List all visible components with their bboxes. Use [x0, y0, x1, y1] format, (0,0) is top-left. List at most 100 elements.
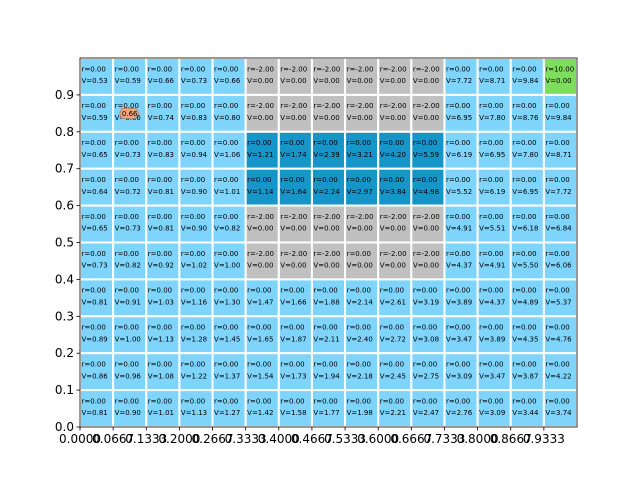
cell-reward-label: r=-2.00	[280, 213, 307, 221]
grid-cell: r=-2.00 V=0.00	[277, 241, 313, 281]
cell-reward-label: r=0.00	[148, 324, 172, 332]
cell-reward-label: r=0.00	[512, 397, 536, 405]
cell-reward-label: r=0.00	[247, 176, 271, 184]
cell-value-label: V=1.22	[181, 372, 207, 380]
x-tick-label: 0.4000	[258, 432, 300, 446]
grid-cell: r=-2.00 V=0.00	[344, 57, 380, 96]
grid-cell: r=0.00 V=0.80	[211, 93, 247, 133]
cell-value-label: V=1.64	[280, 188, 307, 196]
cell-rect	[410, 278, 446, 318]
cell-reward-label: r=0.00	[446, 65, 470, 73]
cell-reward-label: r=0.00	[115, 397, 139, 405]
cell-rect	[344, 130, 380, 170]
cell-value-label: V=0.00	[347, 225, 373, 233]
x-tick-label: 0.2000	[158, 432, 200, 446]
cell-reward-label: r=0.00	[512, 250, 536, 258]
grid-cell: r=0.00 V=6.95	[509, 167, 545, 207]
cell-value-label: V=2.76	[446, 409, 473, 417]
grid-cell: r=0.00 V=0.81	[145, 167, 181, 207]
grid-cell: r=0.00 V=5.37	[542, 278, 578, 318]
grid-cell: r=0.00 V=1.08	[145, 352, 181, 392]
cell-reward-label: r=-2.00	[347, 213, 374, 221]
cell-reward-label: r=0.00	[512, 287, 536, 295]
cell-value-label: V=0.64	[82, 188, 109, 196]
cell-rect	[211, 167, 247, 207]
cell-reward-label: r=0.00	[115, 250, 139, 258]
cell-value-label: V=0.00	[247, 262, 273, 270]
grid-cell: r=0.00 V=0.81	[79, 389, 115, 429]
cell-value-label: V=0.59	[115, 77, 141, 85]
cell-value-label: V=0.00	[280, 262, 306, 270]
cell-reward-label: r=-2.00	[313, 65, 340, 73]
grid-cell: r=0.00 V=3.44	[509, 389, 545, 429]
cell-value-label: V=0.82	[214, 225, 240, 233]
cell-rect	[145, 167, 181, 207]
cell-reward-label: r=0.00	[115, 102, 139, 110]
cell-reward-label: r=0.00	[214, 213, 238, 221]
grid-cell: r=0.00 V=1.47	[244, 278, 280, 318]
cell-reward-label: r=0.00	[446, 360, 470, 368]
cell-reward-label: r=0.00	[82, 213, 106, 221]
cell-rect	[344, 278, 380, 318]
cell-rect	[310, 204, 347, 244]
cell-value-label: V=0.00	[347, 77, 373, 85]
cell-value-label: V=0.00	[413, 77, 439, 85]
y-tick-label: 0.6	[55, 199, 74, 213]
cell-reward-label: r=0.00	[115, 324, 139, 332]
cell-reward-label: r=0.00	[115, 176, 139, 184]
cell-rect	[79, 241, 115, 281]
y-tick-label: 0.8	[55, 125, 74, 139]
grid-cell: r=0.00 V=0.91	[112, 278, 148, 318]
grid-cell: r=-2.00 V=0.00	[277, 93, 313, 133]
cell-value-label: V=0.00	[413, 225, 439, 233]
cell-value-label: V=3.09	[479, 409, 505, 417]
cell-reward-label: r=0.00	[148, 213, 172, 221]
grid-cell: r=0.00 V=0.53	[79, 57, 115, 96]
cell-reward-label: r=0.00	[347, 287, 371, 295]
cell-reward-label: r=-2.00	[313, 102, 340, 110]
grid-cell: r=0.00 V=1.58	[277, 389, 313, 429]
grid-cell: r=0.00 V=1.64	[277, 167, 313, 207]
cell-reward-label: r=0.00	[148, 176, 172, 184]
cell-reward-label: r=0.00	[115, 213, 139, 221]
cell-value-label: V=0.96	[115, 372, 142, 380]
grid-cell: r=-2.00 V=0.00	[377, 241, 413, 281]
cell-reward-label: r=0.00	[115, 287, 139, 295]
cell-reward-label: r=0.00	[148, 360, 172, 368]
grid-cell: r=0.00 V=3.87	[509, 352, 545, 392]
grid-cell: r=0.00 V=1.30	[211, 278, 247, 318]
cell-reward-label: r=0.00	[347, 397, 371, 405]
grid-cell: r=0.00 V=3.47	[443, 315, 479, 355]
y-tick-label: 0.9	[55, 88, 74, 102]
grid-cell: r=0.00 V=1.27	[211, 389, 247, 429]
cell-reward-label: r=0.00	[214, 102, 238, 110]
x-tick-label: 0.1333	[125, 432, 167, 446]
cell-reward-label: r=0.00	[446, 213, 470, 221]
x-tick-label: 0.8000	[457, 432, 499, 446]
cell-reward-label: r=0.00	[479, 176, 503, 184]
cell-value-label: V=0.00	[313, 262, 339, 270]
cell-reward-label: r=0.00	[512, 324, 536, 332]
cell-reward-label: r=0.00	[214, 139, 238, 147]
cell-value-label: V=0.92	[148, 262, 174, 270]
cell-reward-label: r=0.00	[479, 213, 503, 221]
grid-cell: r=0.00 V=3.89	[476, 315, 512, 355]
cell-value-label: V=6.19	[446, 151, 472, 159]
grid-cell: r=0.00 V=1.00	[112, 315, 148, 355]
cell-value-label: V=0.00	[380, 114, 406, 122]
grid-cell: r=-2.00 V=0.00	[277, 204, 313, 244]
cell-reward-label: r=0.00	[347, 324, 371, 332]
cell-reward-label: r=0.00	[148, 287, 172, 295]
grid-cell: r=0.00 V=1.21	[244, 130, 280, 170]
cell-reward-label: r=-2.00	[313, 213, 340, 221]
cell-value-label: V=0.86	[82, 372, 109, 380]
grid-cell: r=0.00 V=2.61	[377, 278, 413, 318]
grid-cell: r=0.00 V=6.95	[443, 93, 479, 133]
grid-cell: r=0.00 V=1.37	[211, 352, 247, 392]
cell-reward-label: r=0.00	[214, 360, 238, 368]
cell-value-label: V=9.84	[545, 114, 572, 122]
grid-cell: r=0.00 V=7.80	[509, 130, 545, 170]
cell-value-label: V=3.74	[545, 409, 572, 417]
grid-cell: r=0.00 V=8.71	[542, 130, 578, 170]
grid-cell: r=0.00 V=5.59	[410, 130, 446, 170]
